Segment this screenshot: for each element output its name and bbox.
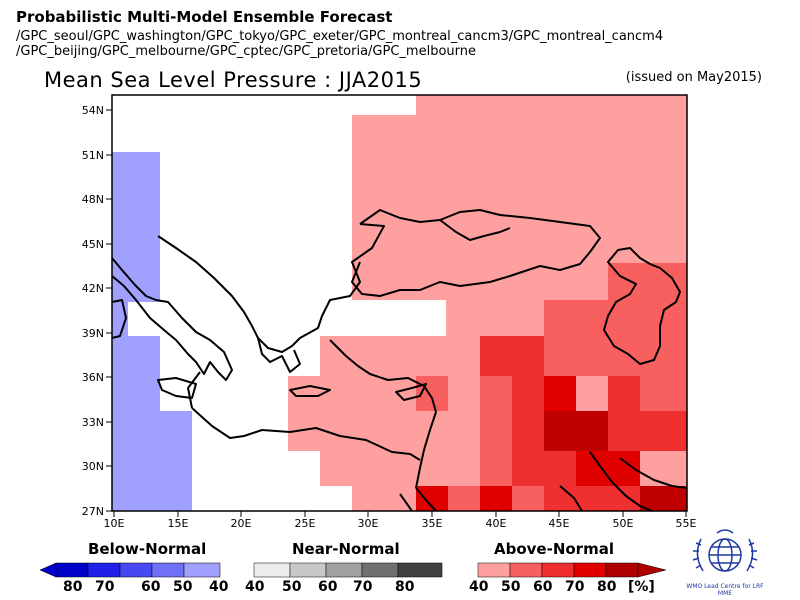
longitude-axis: 10E 15E 20E 25E 30E 35E 40E 45E 50E 55E xyxy=(104,511,697,530)
latitude-axis: 54N 51N 48N 45N 42N 39N 36N 33N 30N 27N xyxy=(82,104,112,518)
legend-above-swatch-70 xyxy=(573,562,607,578)
legend-above-tick-80: 80 xyxy=(597,579,617,595)
legend-below-tick-50: 50 xyxy=(173,579,193,595)
legend-unit: [%] xyxy=(628,579,655,595)
legend-near-swatch-40 xyxy=(253,562,291,578)
lat-tick-36N: 36N xyxy=(82,371,104,384)
lon-tick-20E: 20E xyxy=(231,517,252,530)
model-list: /GPC_seoul/GPC_washington/GPC_tokyo/GPC_… xyxy=(16,29,663,59)
lon-tick-10E: 10E xyxy=(104,517,125,530)
legend-below-label: Below-Normal xyxy=(88,540,207,558)
legend-near-swatch-60 xyxy=(325,562,363,578)
legend-above-swatch-50 xyxy=(509,562,543,578)
lat-tick-33N: 33N xyxy=(82,416,104,429)
lon-tick-45E: 45E xyxy=(549,517,570,530)
lat-tick-45N: 45N xyxy=(82,238,104,251)
legend-above-tick-40: 40 xyxy=(469,579,489,595)
lat-tick-42N: 42N xyxy=(82,282,104,295)
lon-tick-30E: 30E xyxy=(358,517,379,530)
issued-date: (issued on May2015) xyxy=(625,70,762,85)
legend-below-swatch-80 xyxy=(55,562,89,578)
legend-below-bar xyxy=(39,562,221,578)
legend-above-tick-60: 60 xyxy=(533,579,553,595)
map-frame xyxy=(111,94,688,512)
lat-tick-54N: 54N xyxy=(82,104,104,117)
legend-below-tick-70: 70 xyxy=(95,579,115,595)
legend-near-tick-50: 50 xyxy=(282,579,302,595)
lat-tick-51N: 51N xyxy=(82,149,104,162)
legend-below-swatch-50 xyxy=(151,562,185,578)
legend-near-swatch-80 xyxy=(397,562,443,578)
map-title: Mean Sea Level Pressure : JJA2015 xyxy=(44,68,423,92)
lon-tick-15E: 15E xyxy=(168,517,189,530)
legend-near-tick-80: 80 xyxy=(395,579,415,595)
lat-tick-39N: 39N xyxy=(82,327,104,340)
lon-tick-50E: 50E xyxy=(613,517,634,530)
legend-near-tick-70: 70 xyxy=(353,579,373,595)
above-normal-80-region xyxy=(544,411,687,511)
lon-tick-40E: 40E xyxy=(486,517,507,530)
legend-near-tick-60: 60 xyxy=(318,579,338,595)
above-normal-50-region xyxy=(416,263,687,511)
legend-below-swatch-40 xyxy=(183,562,221,578)
model-list-line-1: /GPC_seoul/GPC_washington/GPC_tokyo/GPC_… xyxy=(16,29,664,44)
legend-above-tick-70: 70 xyxy=(565,579,585,595)
coastlines xyxy=(111,209,688,512)
legend-above-swatch-80 xyxy=(605,562,639,578)
white-gap xyxy=(128,302,160,336)
legend-below-arrow xyxy=(39,562,57,578)
legend-near-label: Near-Normal xyxy=(292,540,400,558)
legend-below-swatch-60 xyxy=(119,562,153,578)
probability-cells xyxy=(112,95,687,511)
legend-above-arrow xyxy=(637,562,667,578)
legend-above-swatch-60 xyxy=(541,562,575,578)
lon-tick-35E: 35E xyxy=(422,517,443,530)
model-list-line-2: /GPC_beijing/GPC_melbourne/GPC_cptec/GPC… xyxy=(16,44,476,59)
forecast-title: Probabilistic Multi-Model Ensemble Forec… xyxy=(16,8,393,26)
lat-tick-27N: 27N xyxy=(82,505,104,518)
legend-below-swatch-70 xyxy=(87,562,121,578)
lon-tick-55E: 55E xyxy=(676,517,697,530)
logo-caption: WMO Lead Centre for LRF MME xyxy=(686,583,764,597)
lon-tick-25E: 25E xyxy=(295,517,316,530)
above-normal-40-region xyxy=(288,95,687,511)
lat-tick-48N: 48N xyxy=(82,193,104,206)
legend-near-tick-40: 40 xyxy=(245,579,265,595)
legend-above-tick-50: 50 xyxy=(501,579,521,595)
legend-below-tick-80: 80 xyxy=(63,579,83,595)
legend-above-swatch-40 xyxy=(477,562,511,578)
legend-near-swatch-70 xyxy=(361,562,399,578)
legend-above-bar xyxy=(477,562,667,578)
lat-tick-30N: 30N xyxy=(82,460,104,473)
legend-above-label: Above-Normal xyxy=(494,540,614,558)
legend-near-bar xyxy=(253,562,443,578)
legend-below-tick-40: 40 xyxy=(209,579,229,595)
wmo-logo-icon xyxy=(692,529,758,572)
legend-near-swatch-50 xyxy=(289,562,327,578)
legend-below-tick-60: 60 xyxy=(141,579,161,595)
